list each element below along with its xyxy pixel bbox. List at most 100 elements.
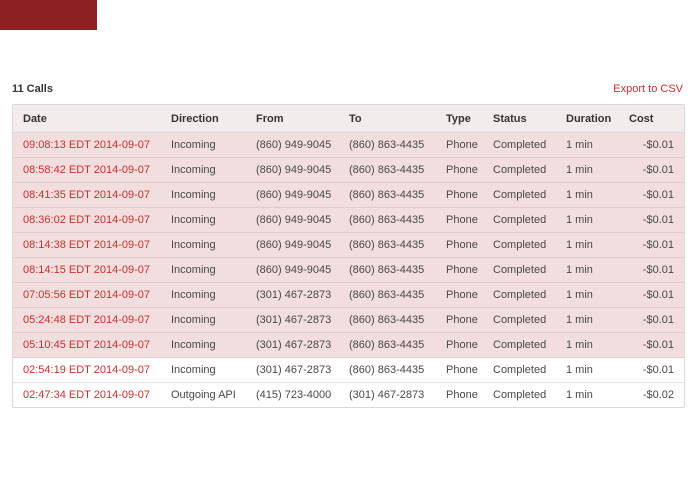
cell-direction: Incoming <box>161 283 246 308</box>
calls-table-header: Date Direction From To Type Status Durat… <box>13 105 684 133</box>
cell-duration: 1 min <box>556 383 619 407</box>
column-header-duration: Duration <box>556 105 619 133</box>
cell-direction: Incoming <box>161 208 246 233</box>
cell-date[interactable]: 09:08:13 EDT 2014-09-07 <box>13 133 161 158</box>
cell-direction: Incoming <box>161 133 246 158</box>
cell-direction: Incoming <box>161 358 246 383</box>
cell-cost: -$0.02 <box>619 383 684 407</box>
cell-cost: -$0.01 <box>619 358 684 383</box>
cell-type: Phone <box>436 333 483 358</box>
table-row: 08:41:35 EDT 2014-09-07 Incoming (860) 949… <box>13 183 684 208</box>
cell-date[interactable]: 08:14:15 EDT 2014-09-07 <box>13 258 161 283</box>
cell-from: (301) 467-2873 <box>246 358 339 383</box>
column-header-type: Type <box>436 105 483 133</box>
column-header-cost: Cost <box>619 105 684 133</box>
cell-status: Completed <box>483 258 556 283</box>
cell-status: Completed <box>483 133 556 158</box>
cell-cost: -$0.01 <box>619 233 684 258</box>
table-row: 08:58:42 EDT 2014-09-07 Incoming (860) 949… <box>13 158 684 183</box>
cell-to: (860) 863-4435 <box>339 183 436 208</box>
table-row: 02:47:34 EDT 2014-09-07 Outgoing API (415)… <box>13 383 684 407</box>
cell-cost: -$0.01 <box>619 183 684 208</box>
cell-to: (860) 863-4435 <box>339 358 436 383</box>
navbar-fragment <box>0 0 97 30</box>
cell-duration: 1 min <box>556 283 619 308</box>
export-csv-link[interactable]: Export to CSV <box>613 83 683 95</box>
cell-to: (860) 863-4435 <box>339 283 436 308</box>
cell-to: (860) 863-4435 <box>339 233 436 258</box>
column-header-status: Status <box>483 105 556 133</box>
cell-from: (860) 949-9045 <box>246 158 339 183</box>
cell-type: Phone <box>436 158 483 183</box>
cell-type: Phone <box>436 358 483 383</box>
table-row: 08:14:38 EDT 2014-09-07 Incoming (860) 949… <box>13 233 684 258</box>
calls-table-body: 09:08:13 EDT 2014-09-07 Incoming (860) 949… <box>13 133 684 407</box>
cell-date[interactable]: 05:24:48 EDT 2014-09-07 <box>13 308 161 333</box>
calls-table: Date Direction From To Type Status Durat… <box>12 104 685 408</box>
cell-duration: 1 min <box>556 258 619 283</box>
cell-cost: -$0.01 <box>619 158 684 183</box>
cell-cost: -$0.01 <box>619 308 684 333</box>
cell-date[interactable]: 08:36:02 EDT 2014-09-07 <box>13 208 161 233</box>
table-row: 05:10:45 EDT 2014-09-07 Incoming (301) 467… <box>13 333 684 358</box>
cell-date[interactable]: 08:14:38 EDT 2014-09-07 <box>13 233 161 258</box>
cell-duration: 1 min <box>556 183 619 208</box>
cell-status: Completed <box>483 358 556 383</box>
cell-status: Completed <box>483 183 556 208</box>
column-header-from: From <box>246 105 339 133</box>
cell-from: (860) 949-9045 <box>246 258 339 283</box>
cell-cost: -$0.01 <box>619 208 684 233</box>
cell-status: Completed <box>483 233 556 258</box>
table-row: 05:24:48 EDT 2014-09-07 Incoming (301) 467… <box>13 308 684 333</box>
column-header-to: To <box>339 105 436 133</box>
cell-type: Phone <box>436 133 483 158</box>
cell-to: (860) 863-4435 <box>339 133 436 158</box>
cell-date[interactable]: 02:47:34 EDT 2014-09-07 <box>13 383 161 407</box>
column-header-date: Date <box>13 105 161 133</box>
cell-date[interactable]: 08:41:35 EDT 2014-09-07 <box>13 183 161 208</box>
cell-type: Phone <box>436 308 483 333</box>
cell-status: Completed <box>483 333 556 358</box>
cell-to: (860) 863-4435 <box>339 208 436 233</box>
cell-cost: -$0.01 <box>619 283 684 308</box>
cell-direction: Incoming <box>161 158 246 183</box>
cell-status: Completed <box>483 158 556 183</box>
cell-to: (860) 863-4435 <box>339 308 436 333</box>
cell-direction: Incoming <box>161 233 246 258</box>
column-header-direction: Direction <box>161 105 246 133</box>
cell-duration: 1 min <box>556 133 619 158</box>
cell-duration: 1 min <box>556 308 619 333</box>
cell-direction: Incoming <box>161 183 246 208</box>
cell-duration: 1 min <box>556 333 619 358</box>
cell-from: (415) 723-4000 <box>246 383 339 407</box>
table-row: 08:14:15 EDT 2014-09-07 Incoming (860) 949… <box>13 258 684 283</box>
cell-cost: -$0.01 <box>619 258 684 283</box>
cell-direction: Incoming <box>161 308 246 333</box>
cell-type: Phone <box>436 383 483 407</box>
cell-date[interactable]: 07:05:56 EDT 2014-09-07 <box>13 283 161 308</box>
cell-date[interactable]: 08:58:42 EDT 2014-09-07 <box>13 158 161 183</box>
cell-from: (860) 949-9045 <box>246 133 339 158</box>
cell-status: Completed <box>483 383 556 407</box>
cell-date[interactable]: 05:10:45 EDT 2014-09-07 <box>13 333 161 358</box>
cell-from: (860) 949-9045 <box>246 233 339 258</box>
cell-direction: Incoming <box>161 258 246 283</box>
cell-type: Phone <box>436 208 483 233</box>
cell-status: Completed <box>483 208 556 233</box>
cell-type: Phone <box>436 283 483 308</box>
table-row: 08:36:02 EDT 2014-09-07 Incoming (860) 949… <box>13 208 684 233</box>
cell-direction: Incoming <box>161 333 246 358</box>
cell-duration: 1 min <box>556 358 619 383</box>
cell-cost: -$0.01 <box>619 133 684 158</box>
cell-from: (301) 467-2873 <box>246 333 339 358</box>
calls-count-label: 11 Calls <box>12 83 53 95</box>
cell-status: Completed <box>483 308 556 333</box>
table-row: 02:54:19 EDT 2014-09-07 Incoming (301) 467… <box>13 358 684 383</box>
calls-toolbar: 11 Calls Export to CSV <box>12 83 683 95</box>
cell-from: (301) 467-2873 <box>246 283 339 308</box>
cell-type: Phone <box>436 183 483 208</box>
cell-to: (860) 863-4435 <box>339 158 436 183</box>
calls-log-panel: 11 Calls Export to CSV Date Direction Fr… <box>12 83 685 408</box>
cell-date[interactable]: 02:54:19 EDT 2014-09-07 <box>13 358 161 383</box>
cell-type: Phone <box>436 233 483 258</box>
